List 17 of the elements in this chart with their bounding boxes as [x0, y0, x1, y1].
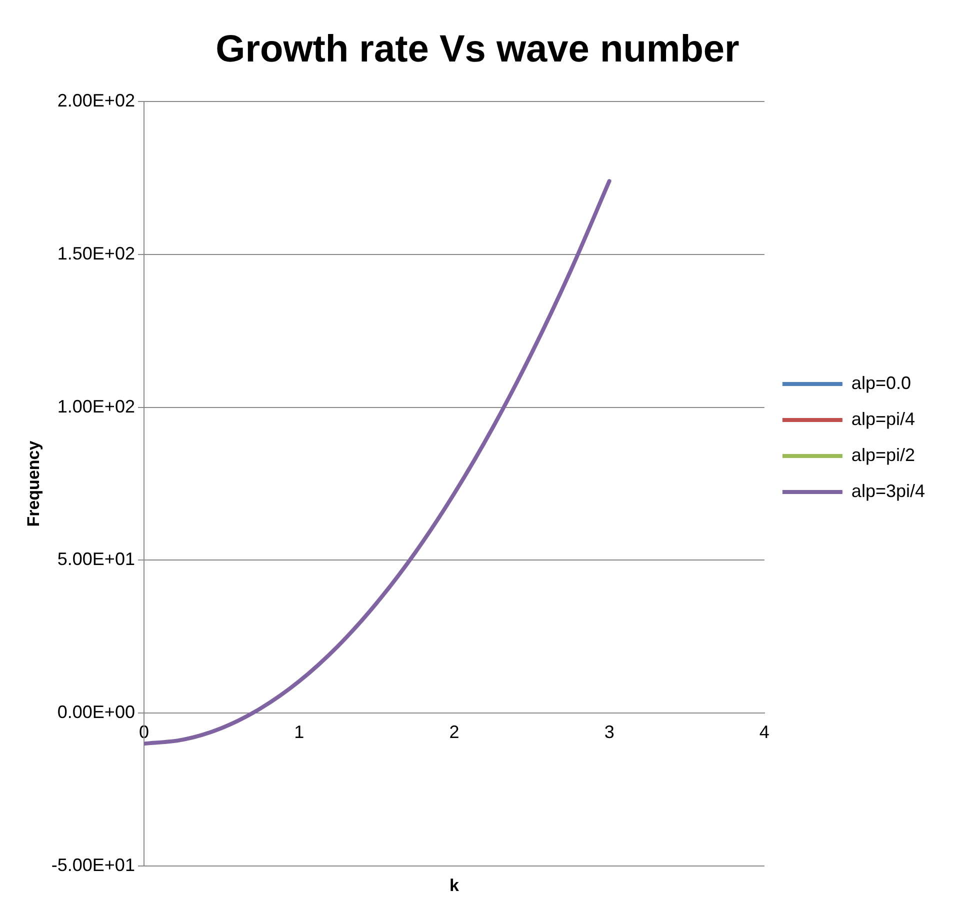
y-tick-label: 1.50E+02: [57, 243, 135, 264]
y-tick-label: -5.00E+01: [51, 854, 135, 875]
y-tick-label: 0.00E+00: [57, 702, 135, 722]
y-tick-label: 2.00E+02: [57, 90, 135, 111]
legend-label: alp=3pi/4: [851, 480, 926, 501]
chart-title: Growth rate Vs wave number: [216, 28, 740, 70]
legend-label: alp=0.0: [851, 372, 911, 393]
x-tick-label: 1: [294, 722, 304, 742]
x-axis-title: k: [449, 876, 460, 896]
y-axis-title: Frequency: [24, 440, 43, 527]
y-tick-label: 1.00E+02: [57, 396, 135, 416]
legend-label: alp=pi/4: [851, 408, 915, 429]
x-tick-label: 3: [604, 722, 614, 742]
x-tick-label: 2: [449, 722, 460, 742]
x-tick-label: 4: [759, 722, 770, 742]
y-tick-label: 5.00E+01: [57, 549, 135, 570]
legend-label: alp=pi/2: [851, 444, 915, 465]
